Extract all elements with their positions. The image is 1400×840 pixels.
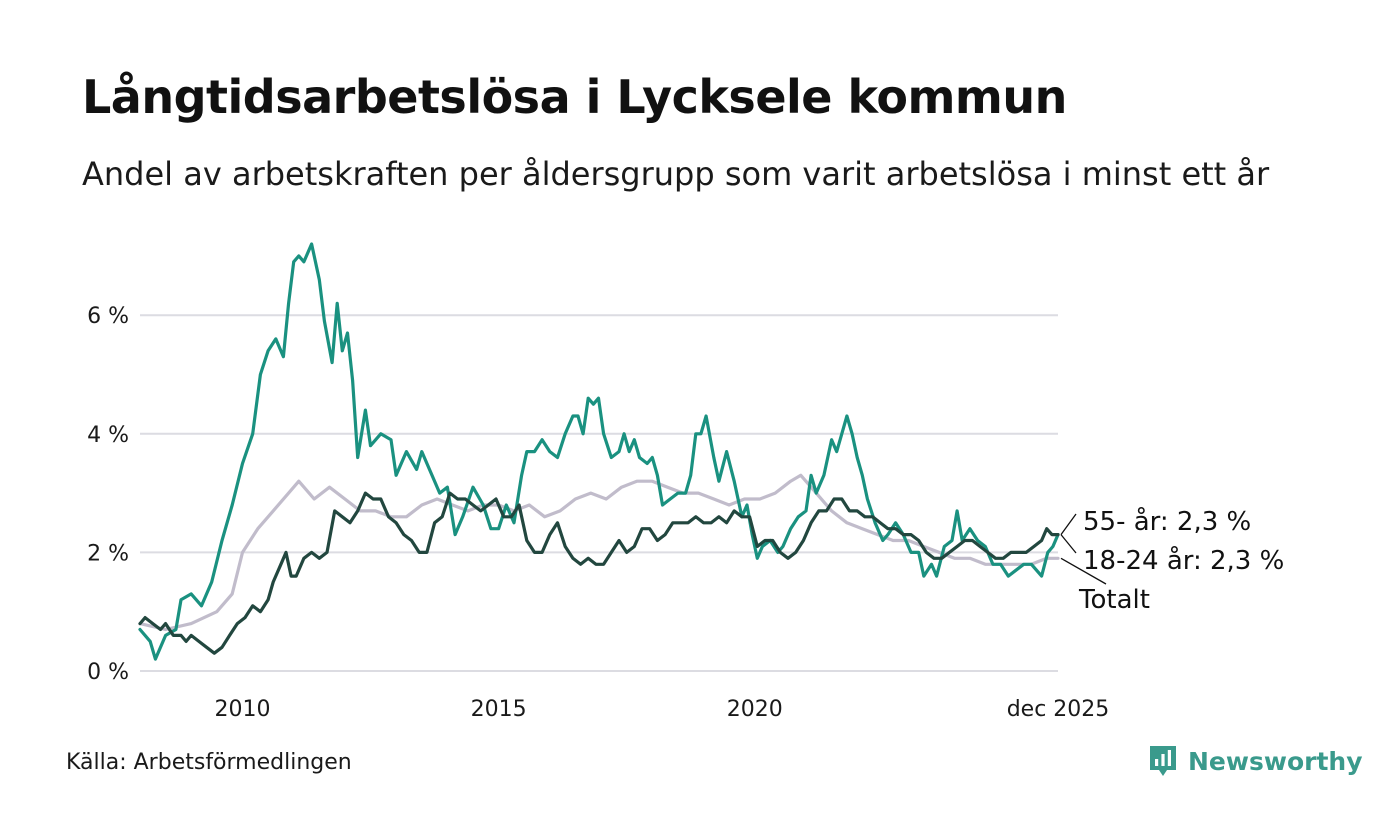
series-end-labels: Totalt 18-24 år: 2,3 % 55- år: 2,3 % (1060, 506, 1284, 615)
brand-logo: Newsworthy (1148, 744, 1363, 778)
x-tick-label: 2015 (471, 697, 527, 722)
leader-line (1060, 513, 1077, 535)
leader-line (1060, 534, 1077, 554)
x-axis-tick-labels: 2010 2015 2020 dec 2025 (214, 697, 1109, 722)
series-line-1 (138, 242, 1060, 661)
series-line-2 (138, 491, 1060, 655)
y-tick-label: 4 % (87, 423, 129, 448)
series-end-label: Totalt (1078, 585, 1150, 615)
source-note: Källa: Arbetsförmedlingen (66, 750, 352, 775)
y-tick-label: 2 % (87, 541, 129, 566)
chart-gridlines (140, 314, 1058, 672)
y-tick-label: 0 % (87, 660, 129, 685)
brand-name: Newsworthy (1188, 746, 1363, 776)
y-axis-tick-labels: 0 % 2 % 4 % 6 % (87, 304, 129, 685)
x-tick-label: 2020 (727, 697, 783, 722)
chart-series-lines (138, 242, 1060, 661)
x-tick-label: 2010 (214, 697, 270, 722)
chart-subtitle: Andel av arbetskraften per åldersgrupp s… (82, 155, 1270, 193)
series-end-label: 55- år: 2,3 % (1083, 506, 1251, 537)
leader-line (1060, 557, 1107, 585)
bar-chart-speech-bubble-icon (1150, 746, 1176, 776)
y-tick-label: 6 % (87, 304, 129, 329)
x-tick-label: dec 2025 (1007, 697, 1110, 722)
chart-title: Långtidsarbetslösa i Lycksele kommun (82, 70, 1067, 124)
series-line-0 (138, 473, 1060, 632)
series-end-label: 18-24 år: 2,3 % (1083, 545, 1284, 576)
